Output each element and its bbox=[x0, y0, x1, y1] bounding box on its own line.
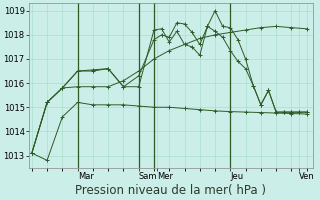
X-axis label: Pression niveau de la mer( hPa ): Pression niveau de la mer( hPa ) bbox=[75, 184, 266, 197]
